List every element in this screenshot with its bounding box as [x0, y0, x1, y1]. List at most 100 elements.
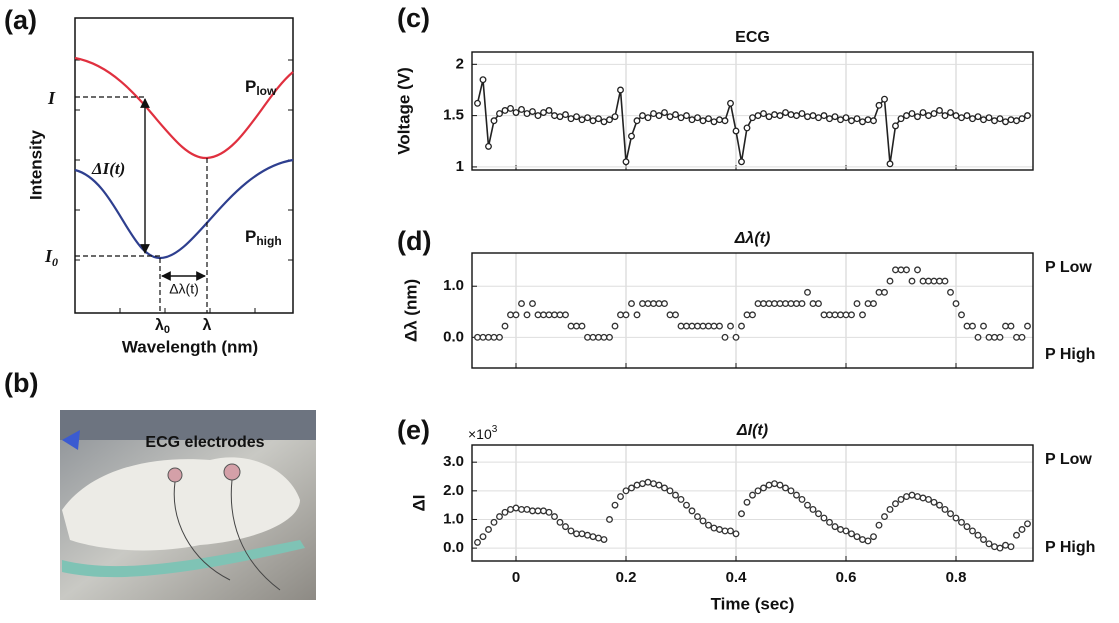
data-point — [776, 481, 784, 489]
data-point — [870, 300, 877, 308]
data-point — [611, 113, 619, 121]
data-point — [710, 322, 718, 330]
delta-lambda-label: Δλ(t) — [169, 281, 199, 297]
data-point — [545, 508, 553, 516]
data-point — [617, 311, 624, 319]
data-point — [650, 480, 657, 488]
data-point — [881, 95, 888, 103]
data-point — [908, 110, 916, 118]
lambda-label: λ — [203, 317, 212, 334]
data-point — [485, 142, 492, 150]
data-point — [578, 116, 586, 124]
data-point — [716, 526, 723, 533]
x-tick-label: 0 — [512, 569, 520, 586]
i0-label: I0 — [44, 246, 58, 269]
data-point — [793, 491, 800, 499]
data-point — [705, 115, 712, 123]
data-point — [853, 300, 861, 308]
data-point — [837, 526, 844, 533]
data-point — [787, 300, 795, 308]
data-point — [809, 112, 817, 120]
data-point — [930, 498, 938, 506]
data-point — [622, 311, 630, 319]
data-point — [925, 112, 932, 120]
data-point — [963, 112, 971, 120]
data-point — [655, 481, 663, 489]
data-point — [1007, 116, 1015, 124]
data-point — [974, 531, 982, 539]
p-low-label: Plow — [245, 77, 277, 98]
data-point — [996, 544, 1004, 552]
panel-label: (d) — [397, 226, 431, 256]
data-point — [886, 505, 894, 513]
data-point — [815, 300, 822, 308]
data-point — [490, 518, 498, 526]
data-point — [584, 531, 591, 539]
data-point — [820, 311, 828, 319]
data-point — [683, 501, 690, 509]
y-tick-label: 1.0 — [443, 510, 464, 527]
data-point — [496, 513, 503, 521]
panel-b: (b) ECG electrodes — [4, 368, 316, 600]
data-point — [562, 311, 569, 319]
data-point — [661, 109, 668, 116]
data-point — [606, 116, 613, 124]
data-point — [501, 107, 509, 114]
data-point — [1013, 117, 1020, 125]
data-point — [749, 311, 756, 319]
y-tick-label: 1 — [456, 158, 464, 175]
data-point — [771, 300, 778, 308]
data-point — [688, 116, 696, 124]
guide-lines — [75, 96, 208, 313]
y-axis-label: ΔI — [409, 495, 428, 512]
data-point — [512, 504, 520, 512]
electrode — [167, 467, 183, 483]
data-point — [958, 114, 965, 122]
data-point — [804, 288, 811, 296]
data-point — [798, 495, 806, 503]
data-point — [562, 111, 569, 119]
y-tick-label: 3.0 — [443, 453, 464, 470]
photo-caption: ECG electrodes — [145, 434, 264, 451]
data-point — [479, 76, 487, 84]
data-point — [666, 487, 674, 495]
data-point — [952, 514, 960, 522]
data-point — [853, 533, 861, 541]
data-point — [1018, 333, 1026, 341]
data-point — [859, 311, 866, 319]
chart: (e) ΔI(t) ΔI 0 0.2 0.4 0.6 0.8 0.0 1.0 2.0 3.0 P Low… — [397, 415, 1095, 613]
side-label: P High — [1045, 346, 1095, 363]
data-point — [523, 110, 531, 118]
electrode — [223, 463, 241, 481]
data-point — [611, 322, 619, 330]
data-point — [672, 111, 679, 119]
data-point — [936, 107, 943, 114]
p-sub: low — [256, 84, 277, 98]
data-point — [897, 115, 905, 123]
data-point — [947, 510, 954, 518]
panel-a: (a) I I0 ΔI(t) Δλ(t) λ0 λ Wavelength (nm… — [4, 5, 294, 356]
data-point — [1007, 543, 1015, 551]
data-point — [705, 322, 712, 330]
data-point — [760, 110, 767, 118]
data-point — [672, 311, 679, 319]
data-point — [507, 311, 514, 319]
data-point — [793, 112, 800, 120]
data-point — [815, 114, 822, 122]
data-point — [892, 266, 899, 274]
data-point — [606, 333, 613, 341]
plot-frame — [471, 51, 1034, 171]
data-point — [1013, 333, 1020, 341]
data-point — [474, 99, 481, 107]
data-point — [639, 480, 646, 488]
data-point — [518, 505, 525, 513]
data-point — [1018, 526, 1026, 533]
data-point — [771, 111, 778, 119]
data-point — [518, 300, 525, 308]
data-point — [523, 311, 531, 319]
multiplier-base: ×10 — [468, 426, 492, 442]
data-point — [941, 277, 949, 285]
y-tick-label: 1.5 — [443, 107, 464, 124]
data-point — [782, 109, 789, 116]
photo-subject — [62, 457, 300, 551]
